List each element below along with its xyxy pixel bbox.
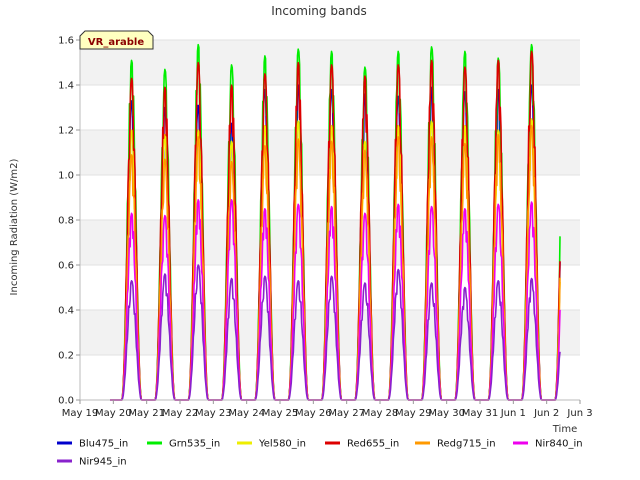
x-tick-label: May 23 xyxy=(195,408,232,419)
x-tick-label: May 28 xyxy=(362,408,399,419)
y-tick-label: 0.4 xyxy=(58,306,74,317)
grid-band xyxy=(80,310,580,355)
x-tick-label: Jun 3 xyxy=(566,408,592,419)
legend-label: Blu475_in xyxy=(79,439,128,450)
legend-label: Red655_in xyxy=(347,439,399,450)
x-tick-label: Jun 2 xyxy=(533,408,559,419)
legend-label: Redg715_in xyxy=(437,439,496,450)
x-tick-label: May 30 xyxy=(428,408,465,419)
x-tick-label: May 21 xyxy=(128,408,165,419)
y-tick-label: 1.0 xyxy=(58,171,74,182)
legend-label: Nir840_in xyxy=(535,439,583,450)
y-tick-label: 0.2 xyxy=(58,351,74,362)
x-tick-label: May 24 xyxy=(228,408,265,419)
x-tick-label: May 29 xyxy=(395,408,432,419)
x-tick-label: May 19 xyxy=(62,408,99,419)
site-badge-box xyxy=(79,30,154,50)
site-badge-label: VR_arable xyxy=(88,37,144,48)
legend-item-blu475_in: Blu475_in xyxy=(57,439,128,450)
y-tick-label: 0.8 xyxy=(58,216,74,227)
legend-item-nir945_in: Nir945_in xyxy=(57,457,127,468)
y-axis-ticks: 0.0 0.2 0.4 0.6 0.8 1.0 1.2 1.4 1.6 xyxy=(58,36,80,407)
legend-item-grn535_in: Grn535_in xyxy=(147,439,220,450)
x-axis-title: Time xyxy=(552,424,577,435)
x-tick-label: May 31 xyxy=(462,408,499,419)
legend-item-red655_in: Red655_in xyxy=(325,439,399,450)
x-tick-label: May 22 xyxy=(162,408,199,419)
x-tick-label: May 25 xyxy=(262,408,299,419)
site-badge: VR_arable xyxy=(79,30,154,50)
legend-label: Yel580_in xyxy=(258,439,306,450)
chart-title: Incoming bands xyxy=(271,4,367,18)
legend-label: Grn535_in xyxy=(169,439,220,450)
y-axis-title: Incoming Radiation (W/m2) xyxy=(9,158,20,295)
legend-item-redg715_in: Redg715_in xyxy=(415,439,496,450)
y-tick-label: 1.2 xyxy=(58,126,74,137)
x-tick-label: May 20 xyxy=(95,408,132,419)
x-tick-label: May 27 xyxy=(328,408,365,419)
legend-label: Nir945_in xyxy=(79,457,127,468)
y-tick-label: 0.0 xyxy=(58,396,74,407)
y-tick-label: 0.6 xyxy=(58,261,74,272)
y-tick-label: 1.4 xyxy=(58,81,74,92)
y-tick-label: 1.6 xyxy=(58,36,74,47)
x-tick-label: May 26 xyxy=(295,408,332,419)
legend-item-yel580_in: Yel580_in xyxy=(237,439,306,450)
legend-item-nir840_in: Nir840_in xyxy=(513,439,583,450)
x-tick-label: Jun 1 xyxy=(500,408,526,419)
legend: Blu475_in Grn535_in Yel580_in Red655_in Redg… xyxy=(57,439,583,468)
